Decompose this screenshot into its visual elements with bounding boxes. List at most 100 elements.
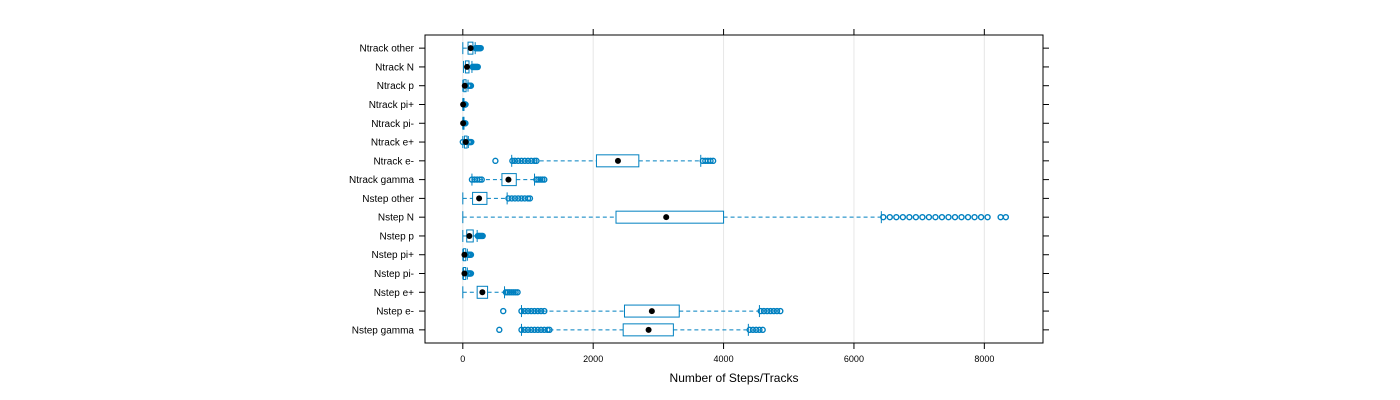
outlier-point [528,326,535,334]
median-dot [645,326,652,333]
outlier-point [880,213,887,221]
box-group [461,267,475,281]
box-group [459,135,475,149]
box-group [468,173,548,187]
box-group [460,116,469,130]
outlier-point [919,213,926,221]
category-labels: Ntrack other Ntrack N Ntrack p Ntrack pi+ Nt… [349,44,415,337]
outlier-point [749,326,757,334]
median-dot [467,45,474,52]
category-label: Nstep e- [376,307,414,318]
outlier-point [707,157,714,165]
outlier-point [777,307,784,315]
box-group [462,285,521,299]
x-tick-label: 0 [460,354,465,364]
x-axis-title: Number of Steps/Tracks [670,371,799,385]
outlier-point [893,213,900,221]
outlier-point [521,157,528,165]
box-group [461,248,475,262]
outlier-point [518,307,525,315]
outlier-point [760,307,768,315]
outlier-point [524,307,532,315]
outlier-point [518,157,525,165]
outlier-point [524,326,532,334]
median-dot [462,139,469,146]
box-group [462,191,534,205]
top-ticks [462,29,985,35]
median-dot [505,176,512,183]
outlier-point [467,270,475,277]
box-group [461,79,475,93]
outlier-point [534,307,541,315]
y-ticks [419,47,1049,331]
outlier-point [971,213,978,221]
outlier-point [938,213,946,221]
outlier-point [511,157,519,165]
box-group [496,323,766,337]
category-label: Nstep pi- [374,269,414,280]
outlier-point [757,307,764,315]
box-group [462,229,486,243]
outlier-point [515,157,522,165]
box-group [492,154,717,168]
outlier-point [521,307,528,315]
category-label: Ntrack e- [373,156,414,167]
median-dot [460,101,467,108]
box-group [500,304,784,318]
outlier-point [770,307,777,315]
outlier-point [505,195,512,202]
outlier-point [912,213,920,221]
outlier-point [767,307,774,315]
outlier-point [958,213,965,221]
outlier-point [468,138,475,146]
median-dot [461,270,468,277]
box-group [462,210,1010,224]
outlier-point [541,176,548,183]
median-dot [460,120,467,127]
category-label: Ntrack e+ [371,138,414,149]
box-group [462,60,482,74]
box-group [462,41,484,55]
median-dot [648,308,655,315]
median-dot [464,63,471,70]
outlier-point [514,289,521,296]
box [501,173,517,187]
outlier-point [709,157,717,165]
outlier-point [508,195,515,202]
outlier-point [945,213,952,221]
outlier-point [496,326,503,334]
median-dot [614,157,621,164]
category-label: Ntrack gamma [349,175,414,186]
category-label: Nstep gamma [352,325,415,336]
outlier-point [886,213,894,221]
outlier-point [764,307,771,315]
median-dot [663,214,670,221]
outlier-point [528,307,535,315]
outlier-point [759,326,766,334]
outlier-point [500,307,507,315]
outlier-point [541,307,548,315]
outlier-point [526,195,534,202]
category-label: Nstep other [362,194,414,205]
median-dot [476,195,483,202]
category-label: Ntrack other [360,44,415,55]
outlier-point [511,195,519,202]
outlier-point [899,213,907,221]
outlier-point [1002,213,1010,221]
box [472,191,488,205]
median-dot [479,289,486,296]
x-tick-label: 2000 [583,354,603,364]
outlier-point [997,213,1004,221]
box [622,323,674,337]
outlier-point [474,63,482,71]
category-label: Ntrack N [375,62,414,73]
outlier-point [518,326,525,334]
boxes [459,41,1010,337]
box [615,210,725,224]
outlier-point [531,326,538,334]
outlier-point [977,213,985,221]
outlier-point [746,326,753,334]
outlier-point [964,213,972,221]
category-label: Nstep p [380,231,415,242]
category-label: Nstep e+ [374,288,414,299]
